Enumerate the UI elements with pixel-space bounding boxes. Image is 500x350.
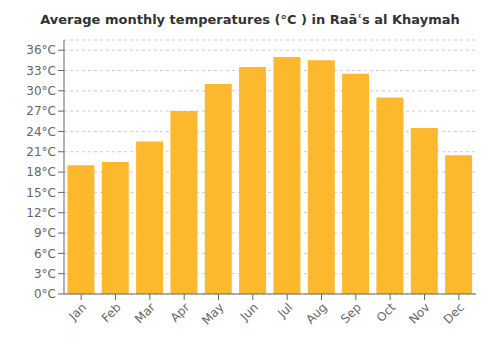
svg-text:24°C: 24°C: [26, 125, 56, 139]
svg-text:36°C: 36°C: [26, 43, 56, 57]
svg-text:May: May: [199, 300, 226, 327]
html-text:Average monthly temperatures (: Average monthly temperatures (°C ) in Ra…: [40, 12, 460, 27]
svg-text:15°C: 15°C: [26, 186, 56, 200]
svg-text:Dec: Dec: [441, 300, 467, 326]
svg-text:Feb: Feb: [99, 300, 124, 325]
svg-text:Nov: Nov: [406, 300, 432, 326]
svg-text:Oct: Oct: [374, 300, 399, 325]
svg-text:30°C: 30°C: [26, 84, 56, 98]
svg-text:12°C: 12°C: [26, 206, 56, 220]
svg-text:9°C: 9°C: [34, 226, 56, 240]
svg-text:6°C: 6°C: [34, 247, 56, 261]
svg-text:Aug: Aug: [303, 300, 329, 326]
svg-text:21°C: 21°C: [26, 145, 56, 159]
svg-text:Jan: Jan: [66, 300, 90, 324]
svg-text:Jul: Jul: [274, 300, 295, 321]
svg-text:27°C: 27°C: [26, 104, 56, 118]
svg-text:Sep: Sep: [338, 300, 364, 326]
svg-text:33°C: 33°C: [26, 64, 56, 78]
svg-text:Apr: Apr: [168, 300, 193, 325]
svg-text:Jun: Jun: [237, 300, 261, 324]
svg-text:18°C: 18°C: [26, 165, 56, 179]
svg-text:3°C: 3°C: [34, 267, 56, 281]
svg-text:Mar: Mar: [132, 300, 158, 326]
svg-text:0°C: 0°C: [34, 287, 56, 301]
